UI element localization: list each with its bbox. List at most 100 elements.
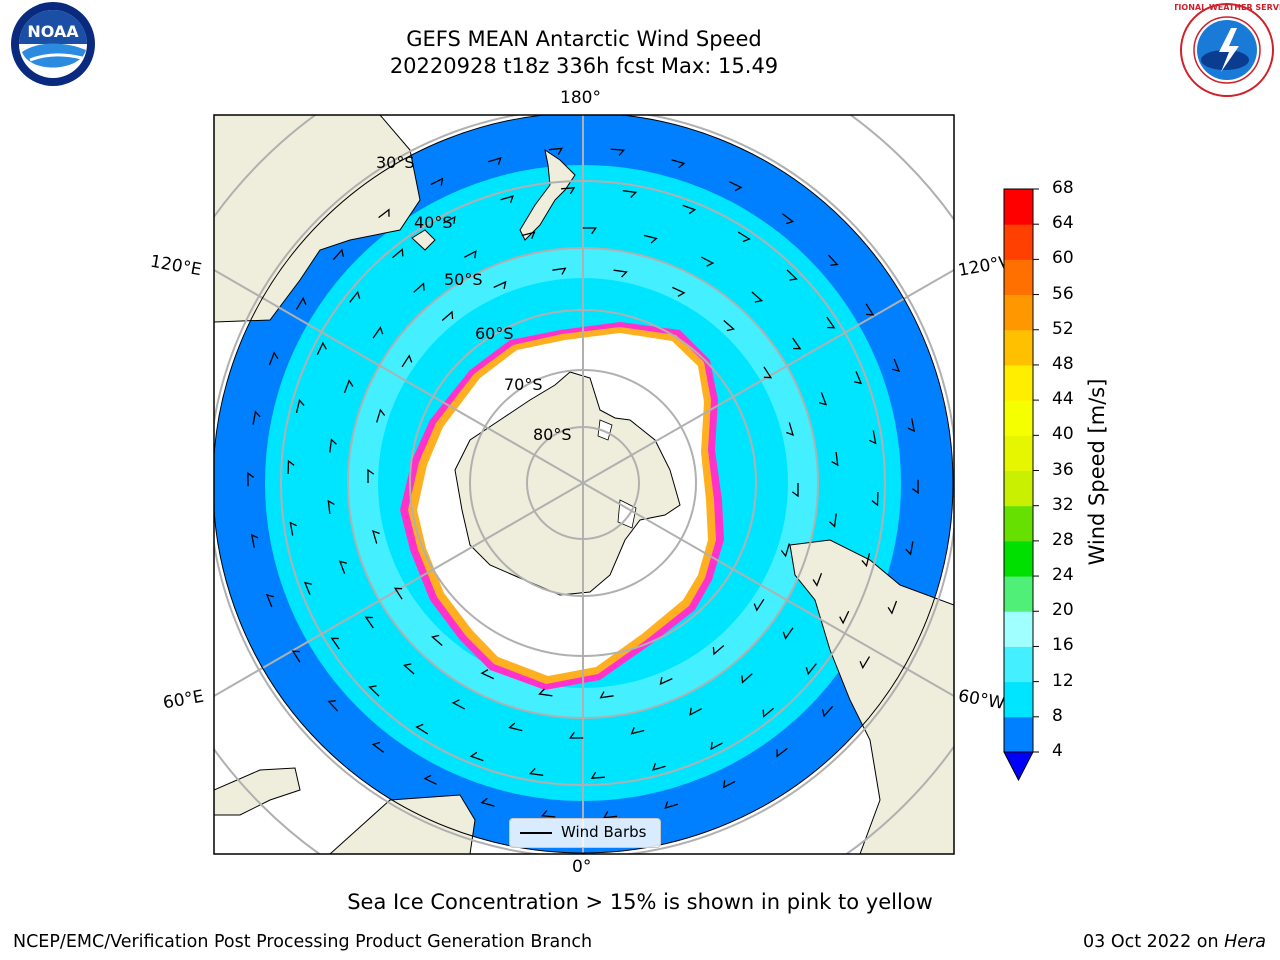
- wind-barb: [540, 810, 556, 818]
- wind-barb: [590, 771, 605, 779]
- wind-barb: [268, 351, 279, 366]
- wind-barb: [303, 581, 312, 595]
- wind-barb: [252, 410, 261, 425]
- colorbar-segment: [1004, 646, 1033, 683]
- wind-barb: [751, 291, 764, 303]
- colorbar-segment: [1004, 505, 1033, 542]
- wind-barb: [402, 663, 415, 675]
- nws-logo: NATIONAL WEATHER SERVICE: [1161, 0, 1280, 104]
- wind-barb: [603, 811, 618, 819]
- wind-barb: [480, 797, 495, 807]
- lat-label-80s: 80°S: [533, 425, 572, 444]
- wind-barb: [854, 371, 863, 385]
- wind-barb: [528, 768, 544, 776]
- wind-barb: [441, 310, 454, 321]
- wind-barb: [376, 408, 386, 423]
- wind-barb: [431, 634, 443, 646]
- wind-barb: [349, 290, 361, 303]
- wind-barb: [367, 468, 375, 483]
- wind-barb: [763, 366, 773, 379]
- colorbar-segment: [1004, 294, 1033, 331]
- lon-label-0: 0°: [572, 857, 592, 877]
- wind-barb: [371, 741, 385, 753]
- polar-map: [213, 114, 955, 855]
- wind-barb: [887, 600, 898, 615]
- wind-barb: [829, 513, 837, 528]
- wind-barb: [737, 231, 751, 243]
- wind-barb: [250, 533, 259, 548]
- footer-credit: NCEP/EMC/Verification Post Processing Pr…: [13, 932, 593, 952]
- wind-barb: [869, 430, 877, 445]
- lat-label-50s: 50°S: [444, 270, 483, 289]
- wind-barb: [329, 438, 337, 453]
- colorbar-tick-label: 20: [1052, 600, 1074, 621]
- colorbar-segment: [1004, 435, 1033, 471]
- wind-barb: [582, 227, 598, 235]
- wind-barb: [781, 213, 795, 225]
- wind-barb: [791, 483, 799, 498]
- colorbar-tick-label: 32: [1052, 494, 1074, 515]
- colorbar-segment: [1004, 364, 1033, 401]
- wind-barb: [599, 691, 614, 699]
- wind-barb: [700, 256, 715, 267]
- colorbar-tick-label: 28: [1052, 529, 1074, 550]
- wind-barbs: [247, 147, 919, 819]
- wind-barb: [682, 204, 697, 215]
- colorbar-segment: [1004, 576, 1033, 612]
- svg-text:NATIONAL WEATHER SERVICE: NATIONAL WEATHER SERVICE: [1175, 3, 1280, 12]
- wind-barb: [287, 459, 295, 475]
- wind-barb: [722, 780, 736, 789]
- lon-label-120e: 120°E: [148, 251, 204, 281]
- wind-barb: [343, 379, 354, 394]
- colorbar-segment: [1004, 540, 1033, 577]
- colorbar-tick-label: 8: [1052, 705, 1063, 726]
- wind-barb: [776, 747, 788, 758]
- colorbar-graphic: [1003, 188, 1039, 782]
- chart-title: GEFS MEAN Antarctic Wind Speed: [406, 27, 762, 51]
- wind-barb: [327, 700, 339, 712]
- wind-barb: [782, 627, 794, 640]
- wind-barb: [289, 521, 297, 536]
- colorbar-tick-label: 36: [1052, 459, 1074, 480]
- wind-barb: [780, 543, 790, 558]
- colorbar-segment: [1004, 259, 1033, 296]
- chart-subtitle: 20220928 t18z 336h fcst Max: 15.49: [389, 54, 779, 78]
- wind-barb: [622, 190, 638, 198]
- wind-barb: [805, 663, 817, 676]
- wind-barb: [859, 656, 871, 670]
- wind-barb: [443, 215, 456, 224]
- wind-barb: [871, 491, 879, 507]
- sea-ice-note: Sea Ice Concentration > 15% is shown in …: [347, 890, 933, 914]
- wind-barb: [819, 392, 828, 406]
- wind-barb: [521, 231, 536, 240]
- colorbar-tick-label: 64: [1052, 213, 1074, 234]
- wind-barb: [401, 354, 413, 368]
- wind-barb: [538, 688, 553, 697]
- colorbar-label: Wind Speed [m/s]: [1085, 378, 1109, 566]
- colorbar-segment: [1004, 400, 1033, 436]
- wind-barb: [613, 269, 628, 278]
- wind-barb: [493, 280, 507, 290]
- colorbar-segment: [1004, 716, 1033, 753]
- wind-barb: [861, 552, 871, 568]
- graticule: [214, 115, 954, 854]
- colorbar-segment: [1004, 329, 1033, 366]
- wind-barb: [413, 282, 425, 293]
- wind-barb: [827, 254, 839, 266]
- colorbar-segment: [1004, 611, 1033, 647]
- lat-label-70s: 70°S: [504, 375, 543, 394]
- wind-barb: [712, 645, 725, 656]
- wind-barb: [821, 705, 834, 718]
- colorbar-tick-label: 52: [1052, 318, 1074, 339]
- wind-barb: [729, 181, 743, 192]
- footer-host: Hera: [1224, 932, 1266, 952]
- lat-label-40s: 40°S: [414, 213, 453, 232]
- colorbar-tick-label: 60: [1052, 248, 1074, 269]
- wind-barb: [831, 452, 839, 467]
- wind-barb: [826, 316, 836, 329]
- legend-label: Wind Barbs: [561, 823, 647, 841]
- wind-barb: [430, 177, 444, 186]
- lat-label-60s: 60°S: [475, 324, 514, 343]
- wind-barb: [327, 499, 335, 514]
- colorbar-segment: [1004, 470, 1033, 507]
